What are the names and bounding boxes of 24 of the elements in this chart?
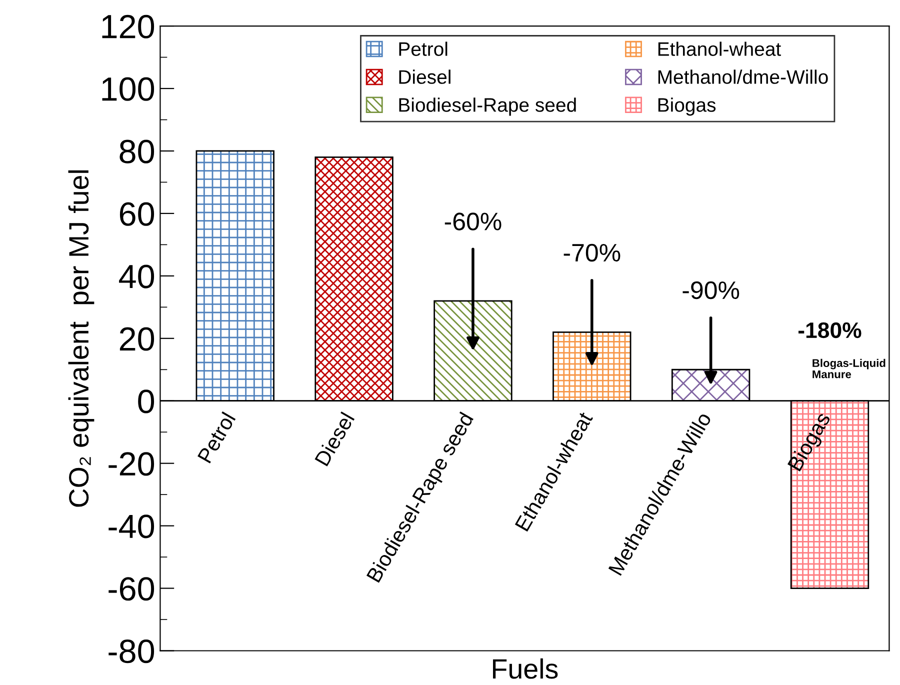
- y-tick-label: -80: [108, 640, 154, 664]
- annotation: -90%: [682, 281, 740, 300]
- legend-label: Biogas: [658, 98, 716, 116]
- annotation: Blogas-Liquid Manure: [812, 358, 886, 378]
- y-tick-label: -40: [108, 514, 154, 538]
- y-tick-label: 100: [102, 77, 154, 101]
- y-tick-label: 60: [120, 202, 154, 226]
- y-tick-label: 120: [102, 14, 154, 38]
- x-axis-title: Fuels: [493, 658, 558, 679]
- legend-label: Ethanol-wheat: [658, 42, 781, 56]
- annotation: -180%: [798, 322, 862, 338]
- y-tick-label: -60: [108, 577, 154, 601]
- y-tick-label: 80: [120, 140, 154, 164]
- y-tick-label: 20: [120, 327, 154, 351]
- annotation: -70%: [564, 244, 620, 262]
- y-tick-label: -20: [108, 452, 154, 476]
- legend-label: Methanol/dme-Willo: [658, 70, 828, 84]
- annotation: -60%: [444, 212, 502, 230]
- legend-label: Diesel: [399, 70, 450, 84]
- y-tick-label: 0: [138, 390, 154, 414]
- y-axis-title: CO₂ equivalent per MJ fuel: [68, 170, 94, 507]
- y-tick-label: 40: [119, 264, 154, 288]
- legend-label: Biodiesel-Rape seed: [399, 98, 576, 116]
- legend-label: Petrol: [399, 42, 448, 56]
